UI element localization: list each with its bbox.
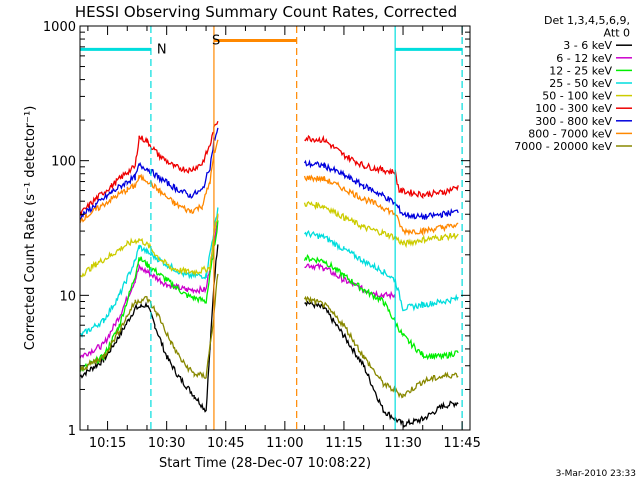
y-tick-label-0: 1 — [68, 424, 76, 439]
legend-label-7: 800 - 7000 keV — [528, 127, 612, 140]
legend-label-2: 12 - 25 keV — [549, 64, 612, 77]
annotation-label-1: S — [212, 34, 220, 49]
legend-label-8: 7000 - 20000 keV — [514, 140, 612, 153]
x-tick-label-2: 10:45 — [207, 436, 244, 451]
legend-title-line-0: Det 1,3,4,5,6,9, — [544, 14, 630, 27]
x-tick-label-5: 11:30 — [384, 436, 421, 451]
x-tick-label-4: 11:15 — [325, 436, 362, 451]
legend-label-5: 100 - 300 keV — [535, 102, 612, 115]
series-line-6 — [80, 127, 459, 221]
chart-title: HESSI Observing Summary Count Rates, Cor… — [75, 3, 457, 21]
y-tick-label-3: 1000 — [43, 20, 76, 35]
legend-label-0: 3 - 6 keV — [563, 39, 612, 52]
series-line-3 — [79, 207, 459, 338]
y-tick-label-1: 10 — [59, 289, 76, 304]
legend-label-1: 6 - 12 keV — [556, 52, 612, 65]
legend-label-3: 25 - 50 keV — [549, 77, 612, 90]
legend-title-line-1: Att 0 — [604, 27, 630, 40]
series-line-8 — [79, 273, 459, 399]
x-axis-label: Start Time (28-Dec-07 10:08:22) — [159, 456, 371, 471]
legend-label-6: 300 - 800 keV — [535, 115, 612, 128]
series-line-0 — [79, 244, 459, 428]
x-tick-label-1: 10:30 — [148, 436, 185, 451]
y-tick-label-2: 100 — [51, 155, 76, 170]
legend-label-4: 50 - 100 keV — [542, 90, 612, 103]
plot-area: NS — [79, 26, 463, 430]
plot-frame — [79, 25, 471, 431]
x-tick-label-0: 10:15 — [89, 436, 126, 451]
axes: 1 10 100 1000 10:15 10:30 10:45 11:00 11:15 11:30… — [43, 20, 481, 451]
series-line-7 — [79, 139, 459, 237]
footer-date: 3-Mar-2010 23:33 — [556, 469, 636, 479]
x-tick-label-3: 11:00 — [266, 436, 303, 451]
series-line-4 — [79, 201, 459, 278]
annotation-label-0: N — [157, 42, 167, 57]
y-axis-label: Corrected Count Rate (s⁻¹ detector⁻¹) — [23, 106, 38, 351]
x-tick-label-6: 11:45 — [443, 436, 480, 451]
series-line-5 — [79, 120, 459, 217]
